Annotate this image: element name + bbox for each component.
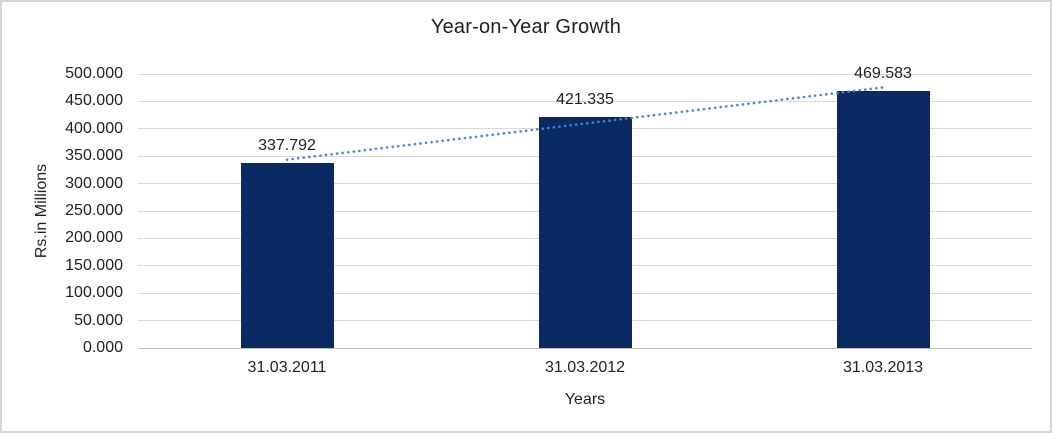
y-axis-tick-label: 300.000 (65, 174, 123, 192)
y-axis-tick-label: 50.000 (74, 311, 123, 329)
data-label: 337.792 (258, 136, 316, 154)
data-label: 421.335 (556, 91, 614, 109)
y-axis-tick-label: 200.000 (65, 229, 123, 247)
bar-31.03.2012[interactable] (538, 117, 632, 348)
bar-31.03.2011[interactable] (240, 162, 334, 348)
y-axis-tick-label: 350.000 (65, 147, 123, 165)
y-axis-tick-label: 100.000 (65, 284, 123, 302)
gridline (138, 73, 1032, 75)
x-axis-tick-label: 31.03.2013 (842, 359, 924, 376)
y-axis-tick-label: 0.000 (82, 339, 123, 356)
x-axis-tick-label: 31.03.2012 (544, 359, 626, 376)
data-label: 469.583 (854, 64, 912, 82)
x-axis-tick-label: 31.03.2011 (247, 359, 327, 376)
x-axis-title: Years (564, 391, 606, 408)
chart-title: Year-on-Year Growth (430, 16, 622, 38)
bar-31.03.2013[interactable] (836, 90, 930, 348)
y-axis-tick-label: 400.000 (65, 119, 123, 137)
y-axis-tick-label: 150.000 (65, 256, 123, 274)
y-axis-tick-label: 500.000 (65, 65, 123, 82)
x-axis-line (138, 347, 1032, 349)
y-axis-tick-label: 450.000 (65, 92, 123, 110)
y-axis-tick-label: 250.000 (65, 202, 123, 219)
